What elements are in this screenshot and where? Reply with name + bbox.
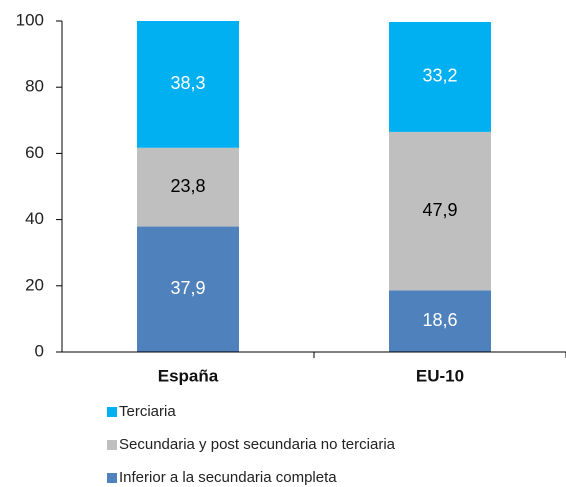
bar-segment <box>389 131 491 291</box>
x-tick-label: EU-10 <box>416 366 464 385</box>
y-tick-label: 20 <box>25 275 44 294</box>
y-tick-label: 0 <box>35 341 44 360</box>
bar-segment <box>389 21 491 132</box>
legend-swatch <box>107 473 117 483</box>
legend-swatch <box>107 440 117 450</box>
y-tick-label: 40 <box>25 209 44 228</box>
x-tick-label: España <box>158 366 219 385</box>
data-label: 47,9 <box>422 200 457 220</box>
data-label: 23,8 <box>170 176 205 196</box>
bar-segment <box>137 226 239 352</box>
legend-label: Secundaria y post secundaria no terciari… <box>119 436 396 453</box>
y-tick-label: 100 <box>16 10 44 29</box>
y-tick-label: 80 <box>25 77 44 96</box>
legend-label: Inferior a la secundaria completa <box>119 469 337 486</box>
y-tick-label: 60 <box>25 143 44 162</box>
data-label: 38,3 <box>170 73 205 93</box>
data-label: 37,9 <box>170 278 205 298</box>
bar-segment <box>389 290 491 352</box>
data-label: 18,6 <box>422 310 457 330</box>
data-label: 33,2 <box>422 66 457 86</box>
legend-label: Terciaria <box>119 403 176 420</box>
legend-swatch <box>107 407 117 417</box>
bar-segment <box>137 21 239 148</box>
bar-segment <box>137 147 239 227</box>
